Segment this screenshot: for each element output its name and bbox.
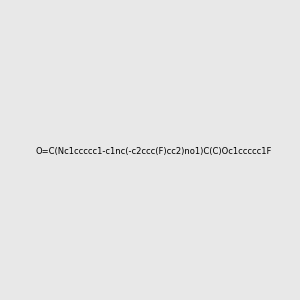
Text: O=C(Nc1ccccc1-c1nc(-c2ccc(F)cc2)no1)C(C)Oc1ccccc1F: O=C(Nc1ccccc1-c1nc(-c2ccc(F)cc2)no1)C(C)… bbox=[36, 147, 272, 156]
